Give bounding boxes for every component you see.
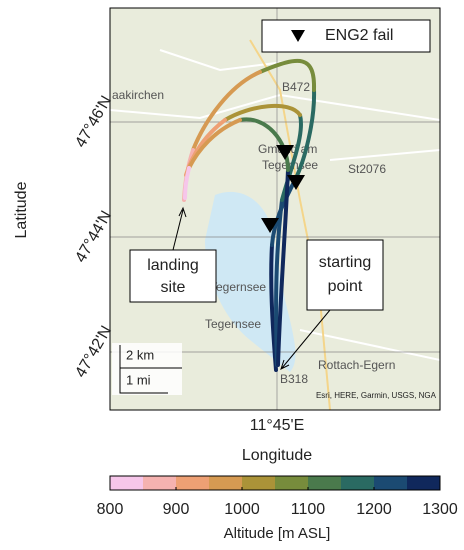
colorbar-bin — [176, 476, 210, 490]
annotation: site — [161, 279, 186, 296]
y-tick-label: 47°44'N — [72, 208, 115, 266]
map-figure: aakirchen B472 Gmund am Tegernsee St2076… — [0, 0, 464, 545]
colorbar-bin — [242, 476, 276, 490]
x-axis-label: Longitude — [242, 447, 312, 464]
colorbar-tick-label: 800 — [97, 501, 124, 518]
scale-label: 2 km — [126, 347, 154, 362]
road-label: B472 — [282, 80, 310, 94]
colorbar-tick-label: 1000 — [224, 501, 260, 518]
colorbar-label: Altitude [m ASL] — [224, 525, 331, 542]
colorbar-bin — [275, 476, 309, 490]
y-axis-label: Latitude — [13, 181, 30, 238]
colorbar-bin — [341, 476, 375, 490]
colorbar-bin — [110, 476, 144, 490]
colorbar-bin — [407, 476, 441, 490]
place-label: Tegernsee — [210, 280, 266, 294]
place-label: Rottach-Egern — [318, 358, 395, 372]
colorbar-bin — [374, 476, 408, 490]
attribution: Esri, HERE, Garmin, USGS, NGA — [316, 391, 437, 400]
annotation: starting — [319, 254, 371, 271]
annotation: landing — [147, 257, 199, 274]
colorbar-tick-label: 1100 — [291, 501, 326, 518]
colorbar-bin — [209, 476, 243, 490]
colorbar-bin — [308, 476, 342, 490]
road-label: St2076 — [348, 162, 386, 176]
place-label: Tegernsee — [205, 317, 261, 331]
annotation: point — [328, 278, 363, 295]
y-tick-label: 47°42'N — [72, 323, 115, 381]
legend-label: ENG2 fail — [325, 27, 393, 44]
colorbar-tick-label: 1300 — [422, 501, 458, 518]
x-tick-label: 11°45'E — [250, 417, 305, 434]
colorbar-tick-label: 1200 — [356, 501, 392, 518]
colorbar-tick-label: 900 — [163, 501, 190, 518]
place-label: aakirchen — [112, 88, 164, 102]
colorbar-bin — [143, 476, 177, 490]
scale-label: 1 mi — [126, 372, 151, 387]
basemap: aakirchen B472 Gmund am Tegernsee St2076… — [110, 8, 440, 410]
road-label: B318 — [280, 372, 308, 386]
y-tick-label: 47°46'N — [72, 93, 115, 151]
